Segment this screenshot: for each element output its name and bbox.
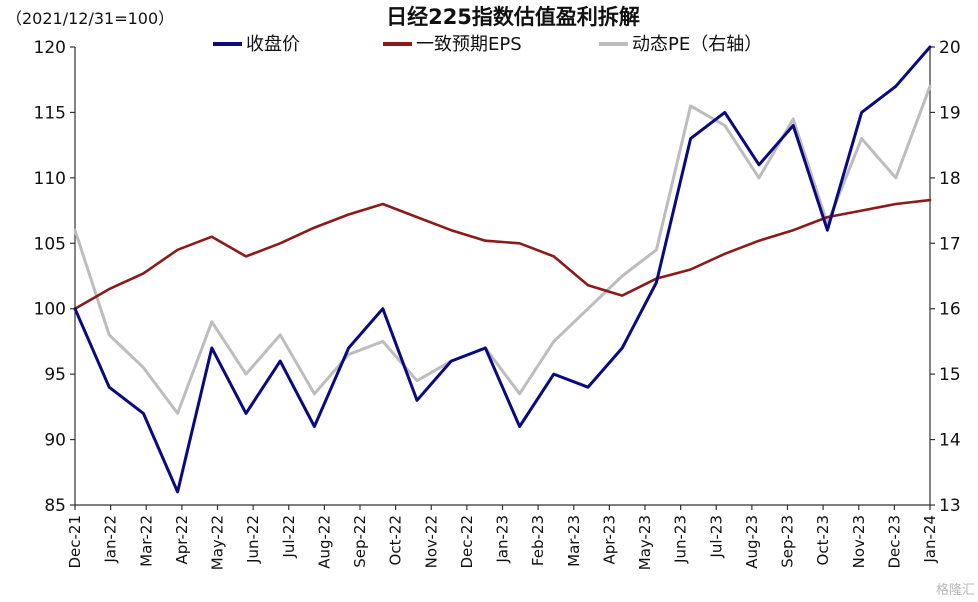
left-axis-ticks: 85 90 95 100 105 110 115 120: [34, 38, 75, 516]
left-tick-label: 110: [34, 169, 66, 189]
x-tick-label: Dec-23: [885, 515, 903, 569]
series-line-close: [73, 45, 932, 494]
left-tick-label: 105: [34, 234, 66, 254]
left-tick-label: 120: [34, 38, 66, 58]
right-axis-ticks: 13 14 15 16 17 18 19 20: [930, 38, 961, 516]
series-layer: [73, 45, 932, 494]
right-tick-label: 19: [939, 103, 961, 123]
x-axis-ticks: Dec-21 Jan-22 Mar-22 Apr-22 May-22 Jun-22 Jul-…: [66, 505, 939, 570]
x-tick-label: Jun-23: [672, 515, 690, 564]
x-tick-label: Mar-23: [565, 515, 583, 567]
right-tick-label: 14: [939, 431, 961, 451]
x-tick-label: Jan-23: [494, 515, 512, 564]
x-tick-label: Mar-22: [137, 515, 155, 567]
right-tick-label: 15: [939, 365, 961, 385]
x-tick-label: Sep-23: [779, 515, 797, 568]
x-tick-label: Sep-22: [351, 515, 369, 568]
x-tick-label: Oct-22: [387, 515, 405, 565]
x-tick-label: Jul-22: [280, 515, 298, 559]
right-tick-label: 17: [939, 234, 961, 254]
right-tick-label: 20: [939, 38, 961, 58]
x-tick-label: Oct-23: [814, 515, 832, 565]
left-tick-label: 95: [44, 365, 66, 385]
legend-label-eps: 一致预期EPS: [416, 34, 522, 55]
x-tick-label: Aug-22: [315, 515, 333, 569]
series-line-eps: [73, 198, 932, 311]
x-tick-label: Jul-23: [707, 515, 725, 559]
chart-title: 日经225指数估值盈利拆解: [386, 5, 640, 29]
x-tick-label: Nov-22: [422, 515, 440, 568]
watermark: 格隆汇: [936, 582, 975, 598]
x-tick-label: Nov-23: [850, 515, 868, 568]
x-tick-label: Jan-24: [921, 515, 939, 564]
x-tick-label: May-22: [209, 515, 227, 570]
x-tick-label: Jan-22: [102, 515, 120, 564]
left-tick-label: 100: [34, 300, 66, 320]
left-tick-label: 115: [34, 103, 66, 123]
right-tick-label: 18: [939, 169, 961, 189]
legend-label-pe: 动态PE（右轴）: [632, 34, 762, 55]
series-line-pe: [73, 84, 932, 415]
right-tick-label: 16: [939, 300, 961, 320]
x-tick-label: Feb-23: [529, 515, 547, 566]
legend: 收盘价 一致预期EPS 动态PE（右轴）: [213, 34, 762, 55]
x-tick-label: Apr-22: [173, 515, 191, 565]
x-tick-label: Dec-21: [66, 515, 84, 569]
left-tick-label: 85: [44, 496, 66, 516]
legend-label-close: 收盘价: [246, 34, 300, 55]
left-tick-label: 90: [44, 431, 66, 451]
right-tick-label: 13: [939, 496, 961, 516]
x-tick-label: Dec-22: [458, 515, 476, 569]
x-tick-label: Aug-23: [743, 515, 761, 569]
x-tick-label: Jun-22: [244, 515, 262, 564]
left-axis-unit: （2021/12/31=100）: [6, 9, 174, 28]
x-tick-label: May-23: [636, 515, 654, 570]
x-tick-label: Apr-23: [600, 515, 618, 565]
